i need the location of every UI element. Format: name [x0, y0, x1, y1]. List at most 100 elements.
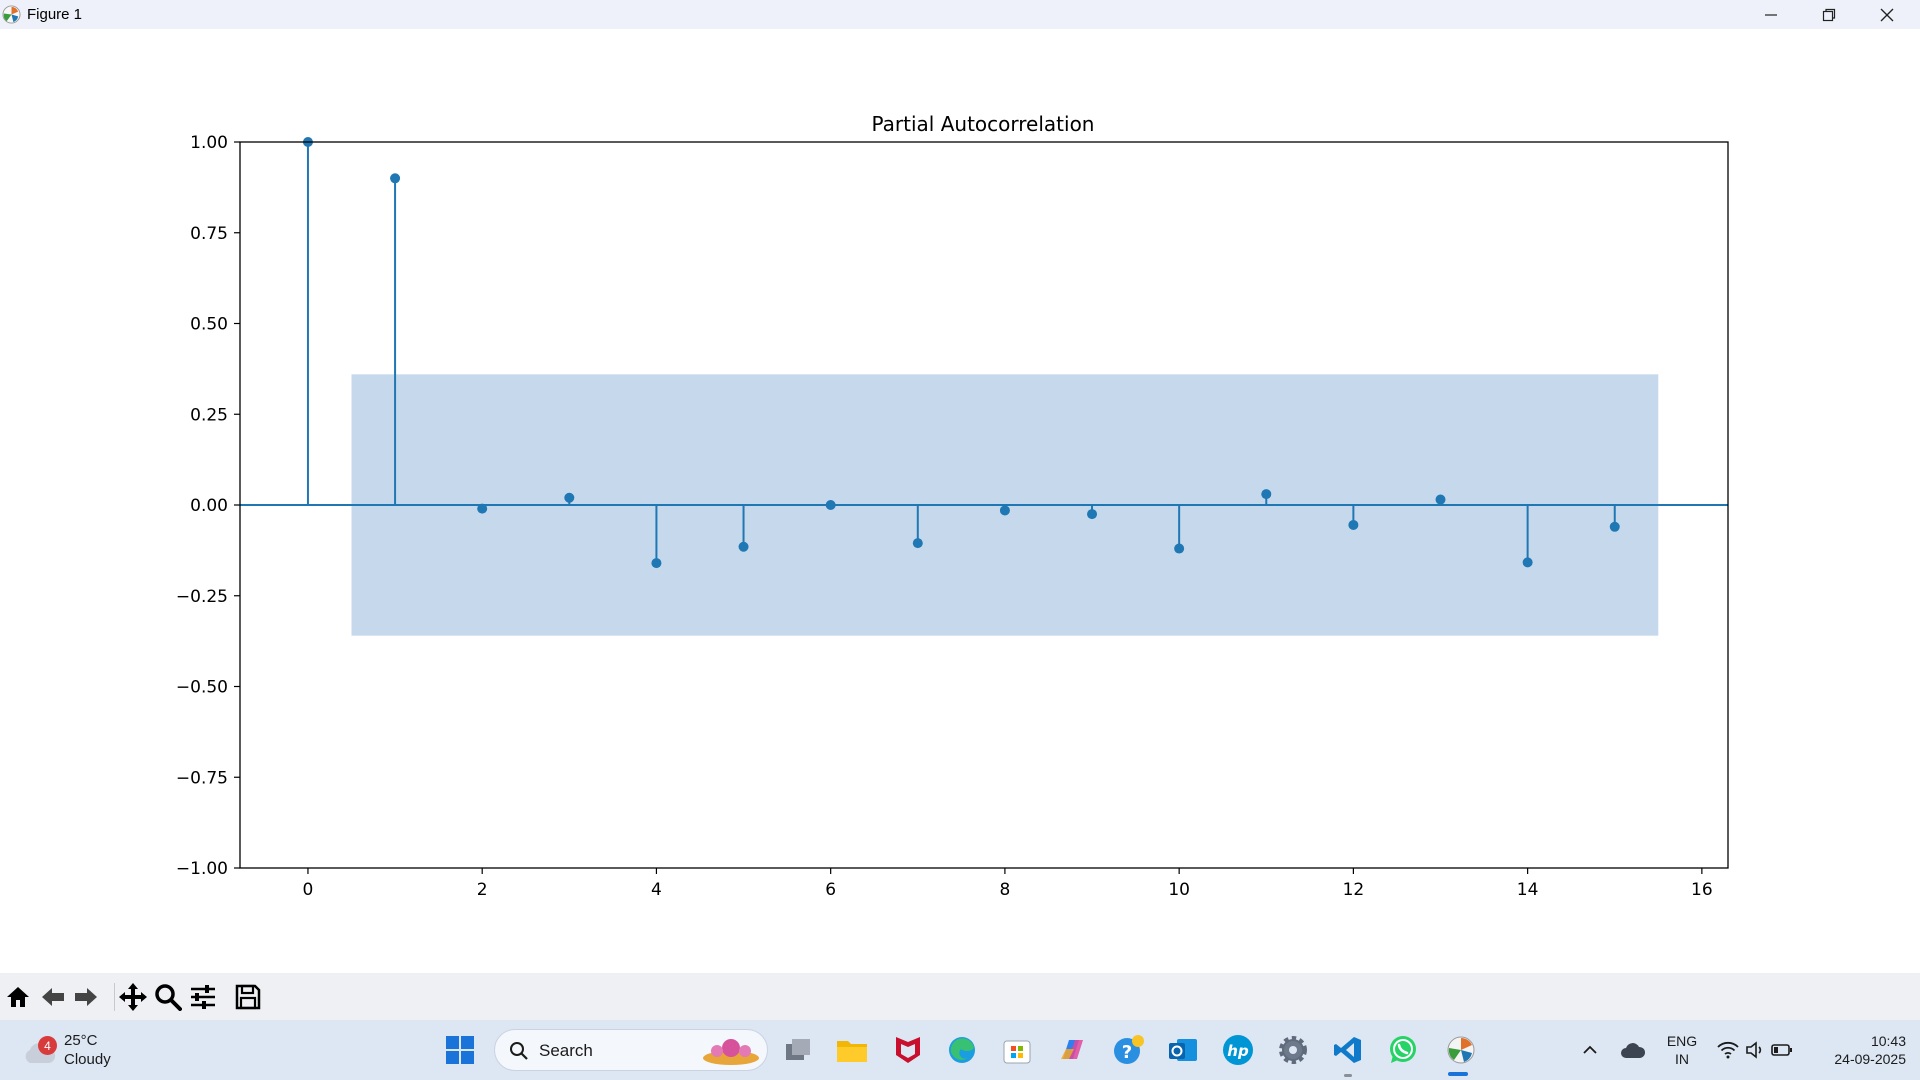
taskbar: 4 25°C Cloudy Search	[0, 1020, 1920, 1080]
configure-icon	[191, 985, 215, 1009]
weather-temperature: 25°C	[64, 1032, 98, 1049]
whatsapp-button[interactable]	[1385, 1032, 1421, 1068]
language-region: IN	[1675, 1051, 1689, 1067]
get-help-button[interactable]: ?	[1110, 1032, 1146, 1068]
whatsapp-icon	[1390, 1036, 1416, 1063]
stem-marker	[477, 503, 488, 514]
folder-icon	[837, 1041, 867, 1062]
x-tick-label: 0	[303, 880, 314, 900]
pacf-chart: Partial Autocorrelation 1.00 0.75 0.50 0.25…	[176, 112, 1729, 900]
x-tick-label: 6	[825, 880, 836, 900]
y-tick-label: −1.00	[176, 859, 228, 879]
forward-icon	[75, 988, 97, 1006]
y-tick-label: 1.00	[190, 133, 228, 153]
task-view-icon	[786, 1039, 810, 1060]
svg-text:hp: hp	[1227, 1042, 1249, 1060]
window-title: Figure 1	[27, 6, 83, 23]
stem-marker	[651, 558, 662, 569]
home-icon	[7, 987, 29, 1007]
stem-marker	[1435, 494, 1446, 505]
onedrive-cloud-icon	[1621, 1043, 1646, 1058]
show-hidden-icons-button[interactable]	[1575, 1032, 1605, 1068]
clock[interactable]: 10:43 24-09-2025	[1806, 1032, 1906, 1068]
hp-logo-icon: hp	[1223, 1035, 1253, 1065]
hp-button[interactable]: hp	[1220, 1032, 1256, 1068]
pan-button[interactable]	[117, 981, 149, 1013]
figure-canvas[interactable]: Partial Autocorrelation 1.00 0.75 0.50 0.25…	[0, 29, 1920, 973]
stem-marker	[1522, 557, 1533, 568]
x-tick-label: 12	[1343, 880, 1365, 900]
stem-marker	[1174, 543, 1185, 554]
outlook-button[interactable]	[1165, 1032, 1201, 1068]
gear-icon	[1279, 1036, 1307, 1064]
x-tick-label: 8	[999, 880, 1010, 900]
minimize-icon	[1765, 13, 1777, 16]
back-button[interactable]	[37, 981, 69, 1013]
configure-subplots-button[interactable]	[187, 981, 219, 1013]
save-button[interactable]	[232, 981, 264, 1013]
zoom-button[interactable]	[152, 981, 184, 1013]
copilot-button[interactable]	[1054, 1032, 1090, 1068]
x-tick-label: 4	[651, 880, 662, 900]
home-button[interactable]	[2, 981, 34, 1013]
battery-icon	[1771, 1044, 1792, 1056]
store-button[interactable]	[999, 1032, 1035, 1068]
stem-marker	[1348, 519, 1359, 530]
restore-icon	[1822, 8, 1836, 21]
x-tick-label: 14	[1517, 880, 1539, 900]
start-button[interactable]	[442, 1032, 478, 1068]
y-tick-label: −0.25	[176, 587, 228, 607]
stem-marker	[1261, 489, 1272, 500]
save-icon	[235, 984, 261, 1010]
store-icon	[1003, 1040, 1031, 1064]
matplotlib-taskbar-button[interactable]	[1440, 1032, 1482, 1068]
weather-alert-badge: 4	[38, 1036, 57, 1055]
file-explorer-button[interactable]	[834, 1032, 870, 1068]
y-tick-label: −0.50	[176, 678, 228, 698]
y-tick-label: 0.25	[190, 405, 228, 425]
minimize-button[interactable]	[1742, 0, 1800, 29]
pan-icon	[119, 983, 147, 1011]
volume-icon	[1746, 1041, 1762, 1059]
close-icon	[1880, 8, 1894, 21]
back-icon	[42, 988, 64, 1006]
y-tick-label: 0.00	[190, 496, 228, 516]
mcafee-button[interactable]	[890, 1032, 926, 1068]
y-tick-label: 0.50	[190, 315, 228, 335]
language-code: ENG	[1666, 1033, 1698, 1049]
matplotlib-app-icon	[2, 5, 21, 24]
x-tick-label: 10	[1168, 880, 1190, 900]
clock-date: 24-09-2025	[1834, 1051, 1906, 1067]
stem-marker	[1087, 509, 1098, 520]
search-label: Search	[539, 1041, 593, 1060]
x-tick-label: 16	[1691, 880, 1713, 900]
input-language-indicator[interactable]: ENG IN	[1660, 1032, 1704, 1068]
clock-time: 10:43	[1870, 1033, 1906, 1049]
onedrive-button[interactable]	[1616, 1032, 1650, 1068]
matplotlib-icon	[1447, 1036, 1475, 1064]
stem-marker	[912, 538, 923, 549]
weather-condition: Cloudy	[64, 1051, 111, 1068]
windows-logo-icon	[446, 1036, 474, 1064]
help-icon: ?	[1114, 1035, 1144, 1064]
y-tick-label: −0.75	[176, 768, 228, 788]
restore-button[interactable]	[1800, 0, 1858, 29]
vscode-icon	[1334, 1037, 1361, 1063]
svg-text:?: ?	[1122, 1042, 1132, 1063]
quick-settings-button[interactable]	[1710, 1032, 1800, 1068]
zoom-icon	[155, 984, 182, 1011]
stem-marker	[1609, 521, 1620, 532]
title-bar: Figure 1	[0, 0, 1920, 29]
chart-title: Partial Autocorrelation	[872, 112, 1095, 136]
cloud-icon	[25, 1043, 56, 1063]
forward-button[interactable]	[70, 981, 102, 1013]
stem-marker	[738, 541, 749, 552]
vscode-button[interactable]	[1330, 1032, 1366, 1068]
edge-button[interactable]	[944, 1032, 980, 1068]
task-view-button[interactable]	[780, 1032, 816, 1068]
settings-button[interactable]	[1275, 1032, 1311, 1068]
chevron-up-icon	[1583, 1045, 1597, 1054]
weather-widget[interactable]: 4 25°C Cloudy	[20, 1030, 140, 1070]
taskbar-search-box[interactable]: Search	[494, 1029, 768, 1071]
close-button[interactable]	[1858, 0, 1916, 29]
